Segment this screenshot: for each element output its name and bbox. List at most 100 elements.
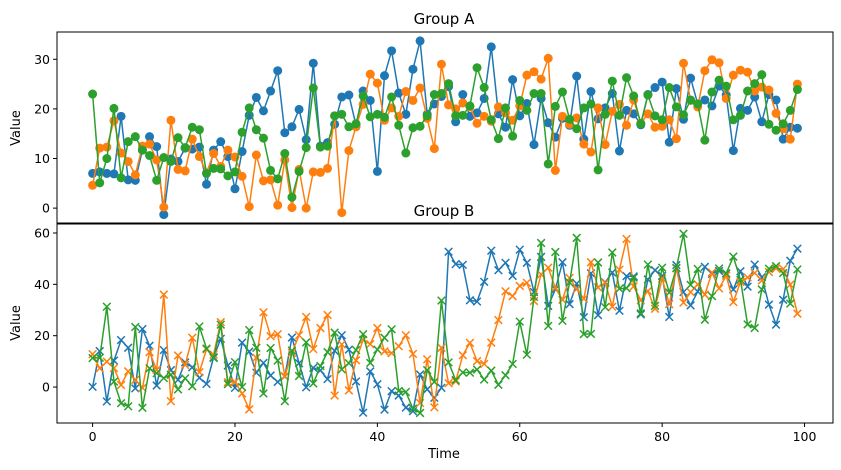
data-point xyxy=(643,286,653,296)
data-point xyxy=(202,379,211,389)
data-point xyxy=(728,70,738,80)
data-point xyxy=(116,380,126,390)
x-tick-label: 20 xyxy=(227,429,243,444)
data-point xyxy=(650,83,660,93)
data-point xyxy=(501,103,511,113)
data-point xyxy=(593,165,603,175)
data-point xyxy=(152,155,162,165)
data-point xyxy=(422,111,432,121)
data-point xyxy=(636,309,646,318)
data-point xyxy=(373,323,382,333)
data-point xyxy=(479,359,489,369)
data-point xyxy=(593,103,603,113)
data-point xyxy=(308,58,318,68)
data-point xyxy=(301,203,311,213)
data-point xyxy=(422,365,432,375)
data-point xyxy=(472,108,482,118)
data-point xyxy=(195,367,204,377)
data-point xyxy=(123,401,133,411)
data-point xyxy=(373,345,382,354)
data-point xyxy=(664,115,674,125)
data-point xyxy=(458,98,468,108)
data-point xyxy=(536,238,546,248)
data-point xyxy=(693,264,703,274)
data-point xyxy=(572,71,582,81)
data-point xyxy=(643,90,653,100)
data-point xyxy=(102,168,112,178)
data-point xyxy=(308,344,318,354)
data-point xyxy=(130,170,140,180)
data-point xyxy=(159,345,169,355)
data-point xyxy=(529,292,539,302)
data-point xyxy=(95,178,105,188)
data-point xyxy=(458,260,468,270)
data-point xyxy=(138,324,147,334)
data-point xyxy=(672,263,681,273)
data-point xyxy=(351,377,361,386)
data-point xyxy=(365,112,375,122)
data-point xyxy=(508,271,517,281)
data-point xyxy=(607,106,617,116)
data-point xyxy=(543,159,553,169)
data-point xyxy=(259,307,268,317)
data-point xyxy=(486,338,496,347)
data-point xyxy=(614,146,624,156)
data-point xyxy=(728,297,738,307)
y-tick-label: 10 xyxy=(34,151,50,166)
data-point xyxy=(721,268,731,278)
data-point xyxy=(230,377,240,387)
data-point xyxy=(173,133,183,143)
data-point xyxy=(102,142,112,152)
x-tick-label: 100 xyxy=(793,429,817,444)
data-point xyxy=(437,343,446,353)
data-point xyxy=(166,156,176,166)
data-point xyxy=(365,339,375,349)
data-point xyxy=(465,338,475,348)
data-point xyxy=(380,333,389,343)
data-point xyxy=(436,89,446,99)
data-point xyxy=(579,329,589,339)
data-point xyxy=(109,169,119,179)
data-point xyxy=(494,380,503,390)
data-point xyxy=(479,375,489,384)
data-point xyxy=(522,350,532,360)
data-point xyxy=(700,262,710,272)
data-point xyxy=(123,343,133,353)
data-point xyxy=(472,356,482,366)
data-point xyxy=(679,229,688,239)
data-point xyxy=(686,301,695,310)
data-point xyxy=(693,99,703,109)
data-point xyxy=(372,109,382,119)
data-point xyxy=(244,202,254,212)
data-point xyxy=(586,87,596,97)
series-3 xyxy=(88,229,802,418)
data-point xyxy=(586,257,596,267)
data-point xyxy=(778,134,788,144)
data-point xyxy=(572,124,582,134)
data-point xyxy=(622,234,631,244)
data-point xyxy=(735,110,745,120)
data-point xyxy=(707,291,717,301)
data-point xyxy=(401,87,411,97)
plot-area xyxy=(88,229,802,418)
data-point xyxy=(330,391,339,400)
data-point xyxy=(686,73,696,83)
data-point xyxy=(771,261,781,271)
data-point xyxy=(479,83,489,93)
data-point xyxy=(95,346,105,356)
data-point xyxy=(323,347,332,357)
data-point xyxy=(422,354,432,364)
data-point xyxy=(522,258,532,268)
data-point xyxy=(145,341,154,351)
data-point xyxy=(622,271,631,281)
data-point xyxy=(700,135,710,145)
y-axis-label: Value xyxy=(9,305,24,341)
data-point xyxy=(444,358,453,367)
data-point xyxy=(251,92,261,102)
x-axis-label: Time xyxy=(427,447,460,462)
data-point xyxy=(216,317,226,327)
data-point xyxy=(95,363,105,373)
data-point xyxy=(486,366,496,375)
data-point xyxy=(223,145,233,155)
data-point xyxy=(209,353,218,363)
